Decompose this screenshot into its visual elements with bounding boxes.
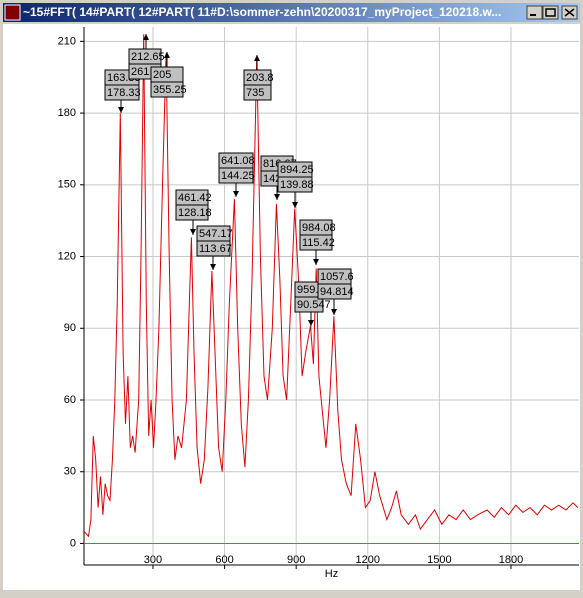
annotation-box	[175, 204, 209, 221]
annotation-text: 641.08	[221, 155, 255, 167]
app-icon	[4, 4, 21, 21]
annotation-text: 139.88	[280, 179, 314, 191]
y-tick-label: 150	[58, 179, 76, 191]
arrow-head	[308, 320, 314, 326]
arrow-head	[143, 34, 149, 40]
annotation-text: 205	[153, 69, 171, 81]
annotation-box	[104, 84, 140, 101]
client-area	[3, 24, 580, 590]
annotation-box	[150, 81, 184, 98]
annotation-text: 461.42	[178, 192, 212, 204]
y-tick-label: 210	[58, 35, 76, 47]
annotation-box	[243, 84, 272, 101]
window-buttons	[526, 5, 578, 20]
arrow-head	[331, 309, 337, 315]
x-tick-label: 900	[287, 554, 305, 566]
y-tick-label: 90	[64, 322, 76, 334]
minimize-button[interactable]	[526, 5, 543, 20]
spectrum-line	[84, 34, 579, 538]
x-tick-label: 600	[215, 554, 233, 566]
annotation-text: 90.547	[297, 299, 331, 311]
x-axis-label: Hz	[325, 568, 338, 580]
arrow-head	[274, 194, 280, 200]
annotation-box	[218, 167, 254, 184]
annotation-text: 212.65	[131, 51, 165, 63]
peak-annotation: 205 355.25	[150, 52, 187, 98]
x-tick-label: 1500	[427, 554, 451, 566]
annotation-box	[317, 283, 352, 300]
annotation-box	[299, 234, 333, 251]
annotation-text: 735	[246, 87, 264, 99]
annotation-text: 984.08	[302, 222, 336, 234]
y-tick-label: 30	[64, 466, 76, 478]
close-glyph	[564, 8, 575, 17]
annotation-box	[277, 176, 313, 193]
peak-annotation: 984.08 115.42	[299, 219, 336, 265]
annotation-text: 894.25	[280, 164, 314, 176]
x-tick-label: 1200	[356, 554, 380, 566]
maximize-glyph	[545, 8, 556, 17]
arrow-head	[254, 55, 260, 61]
peak-annotation: 894.25 139.88	[277, 161, 314, 208]
annotation-text: 1057.6	[320, 271, 354, 283]
annotation-text: 113.67	[199, 243, 232, 255]
arrow-head	[233, 191, 239, 197]
y-tick-label: 180	[58, 107, 76, 119]
annotation-text: 94.814	[320, 286, 354, 298]
arrow-head	[313, 259, 319, 265]
x-tick-label: 300	[144, 554, 162, 566]
peak-annotation: 641.08 144.25	[218, 152, 255, 197]
arrow-head	[292, 202, 298, 208]
annotation-text: 128.18	[178, 207, 212, 219]
annotation-box	[196, 240, 231, 257]
title-bar	[3, 3, 580, 22]
annotation-text: 142	[263, 173, 281, 185]
annotation-text: 115.42	[302, 237, 335, 249]
arrow-head	[210, 264, 216, 270]
peak-annotation: 461.42 128.18	[175, 189, 212, 235]
peak-annotation: 547.17 113.67	[196, 225, 233, 270]
peak-annotation: 1057.6 94.814	[317, 268, 354, 315]
annotation-text: 144.25	[221, 170, 255, 182]
y-tick-label: 120	[58, 250, 76, 262]
window-title: ~15#FFT( 14#PART( 12#PART( 11#D:\sommer-…	[23, 5, 501, 19]
arrow-head	[118, 107, 124, 113]
peak-annotation: 203.8 735	[243, 55, 274, 101]
y-tick-label: 60	[64, 394, 76, 406]
annotation-box	[294, 296, 324, 313]
arrow-head	[190, 229, 196, 235]
annotation-text: 547.17	[199, 228, 233, 240]
arrow-head	[164, 52, 170, 58]
x-tick-label: 1800	[499, 554, 523, 566]
peak-annotation: 959.590.547	[294, 281, 331, 326]
annotation-text: 203.8	[246, 72, 274, 84]
annotation-text: 355.25	[153, 84, 187, 96]
annotation-text: 178.33	[107, 87, 141, 99]
y-tick-label: 0	[70, 537, 76, 549]
